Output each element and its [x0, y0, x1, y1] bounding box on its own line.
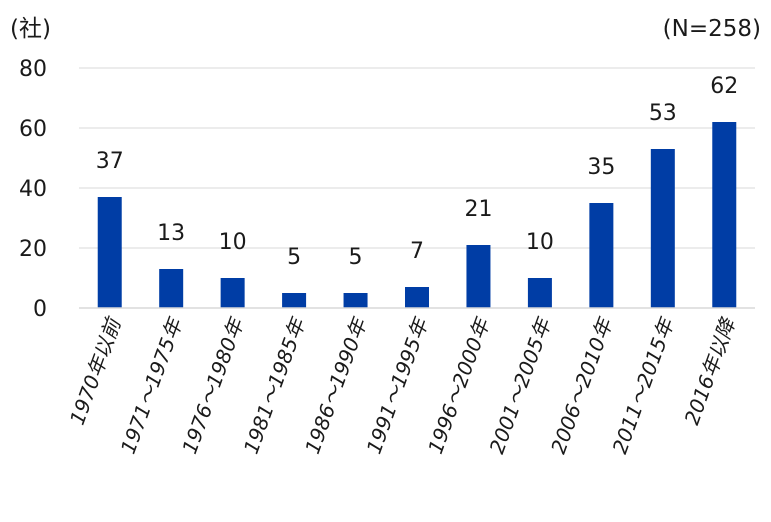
data-label: 5	[349, 245, 363, 270]
bar	[220, 278, 245, 308]
sample-note: (N=258)	[663, 16, 761, 42]
x-tick-label: 2001～2005年	[485, 314, 557, 457]
data-label: 13	[157, 221, 185, 246]
x-tick-label: 1981～1985年	[239, 314, 311, 457]
bar	[650, 149, 675, 308]
x-tick-label: 1991～1995年	[362, 314, 434, 457]
bar	[466, 245, 491, 308]
bars	[97, 122, 737, 308]
x-tick-label: 1976～1980年	[177, 314, 249, 457]
data-label: 21	[464, 197, 492, 222]
gridlines	[79, 67, 755, 249]
y-tick-label: 60	[19, 117, 47, 142]
data-label: 62	[710, 74, 738, 99]
data-label: 10	[526, 230, 554, 255]
bar	[712, 122, 737, 308]
data-label: 10	[219, 230, 247, 255]
y-tick-label: 20	[19, 237, 47, 262]
bar	[343, 293, 368, 308]
x-tick-label: 1986～1990年	[300, 314, 372, 457]
unit-label: (社)	[10, 16, 51, 42]
x-tick-label: 1996～2000年	[423, 314, 495, 457]
y-tick-label: 40	[19, 177, 47, 202]
data-label: 35	[587, 155, 615, 180]
bar	[405, 287, 429, 308]
x-tick-label: 2016年以降	[679, 314, 740, 428]
data-labels: 37 13 10 5 5 7 21 10 35 53 62	[96, 74, 739, 270]
bar	[282, 293, 307, 308]
x-tick-label: 2006～2010年	[546, 314, 618, 457]
x-tick-label: 1971～1975年	[116, 314, 188, 457]
x-tick-label: 2011～2015年	[607, 314, 679, 457]
data-label: 37	[96, 149, 124, 174]
bar	[527, 278, 552, 308]
y-tick-label: 80	[19, 57, 47, 82]
y-tick-label: 0	[33, 297, 47, 322]
data-label: 53	[649, 101, 677, 126]
data-label: 5	[287, 245, 301, 270]
y-axis-ticks: 0 20 40 60 80	[19, 57, 47, 322]
bar	[589, 203, 614, 308]
x-axis-labels: 1970年以前1971～1975年1976～1980年1981～1985年198…	[65, 313, 741, 457]
x-tick-label: 1970年以前	[65, 313, 127, 428]
bar	[97, 197, 122, 308]
data-label: 7	[410, 239, 424, 264]
bar	[159, 269, 184, 308]
